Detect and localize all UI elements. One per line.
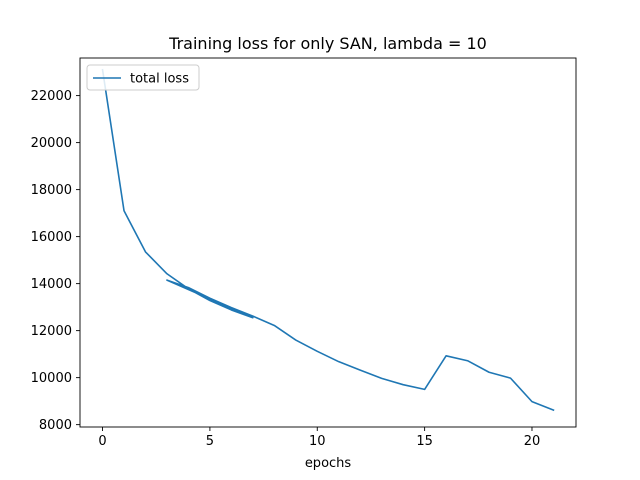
chart-title: Training loss for only SAN, lambda = 10 <box>168 34 487 53</box>
legend-box <box>86 64 200 91</box>
y-tick-label: 10000 <box>31 371 72 386</box>
x-tick-label: 0 <box>98 434 106 449</box>
y-tick-label: 20000 <box>31 136 72 151</box>
y-tick-label: 16000 <box>31 230 72 245</box>
y-tick-label: 22000 <box>31 89 72 104</box>
x-tick-label: 20 <box>524 434 541 449</box>
x-tick-label: 5 <box>206 434 214 449</box>
series-line-0 <box>101 68 555 412</box>
legend: total loss <box>86 64 200 91</box>
x-axis: 0 5 10 15 20 <box>98 427 540 449</box>
y-axis: 8000 10000 12000 14000 16000 18000 20000 22000 <box>31 89 80 433</box>
y-tick-label: 18000 <box>31 183 72 198</box>
x-tick-label: 10 <box>309 434 326 449</box>
y-tick-label: 8000 <box>39 418 72 433</box>
legend-label: total loss <box>130 72 189 87</box>
x-axis-label: epochs <box>305 456 352 471</box>
x-tick-label: 15 <box>416 434 433 449</box>
plot-area <box>79 57 577 428</box>
axes-frame <box>79 57 577 428</box>
y-tick-label: 14000 <box>31 277 72 292</box>
y-tick-label: 12000 <box>31 324 72 339</box>
